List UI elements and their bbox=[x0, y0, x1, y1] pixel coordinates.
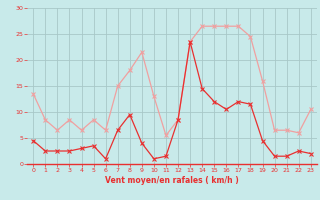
X-axis label: Vent moyen/en rafales ( km/h ): Vent moyen/en rafales ( km/h ) bbox=[105, 176, 239, 185]
